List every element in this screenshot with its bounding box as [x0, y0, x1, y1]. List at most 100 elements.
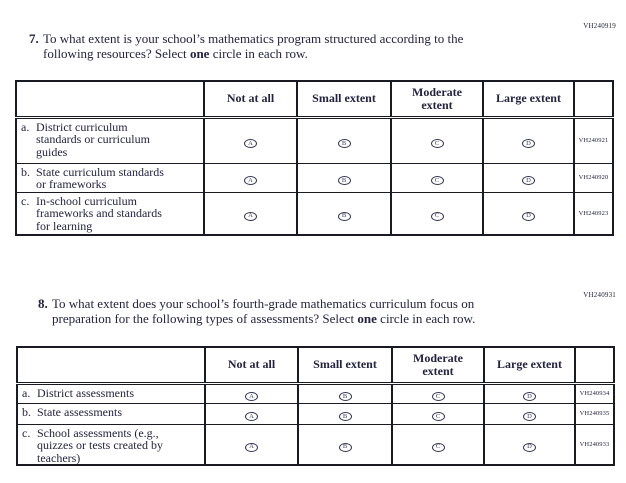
- q7-row-c-cell-not-at-all: A: [203, 191, 298, 236]
- question-8-line1: To what extent does your school’s fourth…: [52, 296, 475, 311]
- answer-oval-b[interactable]: B: [337, 176, 351, 186]
- question-8-line2-pre: preparation for the following types of a…: [52, 311, 358, 326]
- q7-row-b-cell-not-at-all: A: [203, 162, 298, 193]
- q7-row-c: c. In-school curriculum frameworks and st…: [15, 191, 614, 236]
- q7-row-c-label-cell: c. In-school curriculum frameworks and st…: [15, 191, 205, 236]
- q8-row-c-cell-not-at-all: A: [204, 423, 299, 466]
- q8-row-a-tracking-code: VH240934: [574, 382, 615, 404]
- answer-oval-a[interactable]: A: [244, 139, 257, 149]
- answer-oval-b[interactable]: B: [338, 392, 352, 402]
- q8-row-b-label: State assessments: [37, 404, 122, 419]
- q8-row-c-label: School assessments (e.g., quizzes or tes…: [37, 425, 163, 465]
- answer-oval-a[interactable]: A: [244, 212, 257, 221]
- q7-header-not-at-all-label: Not at all: [226, 91, 275, 106]
- answer-oval-b[interactable]: B: [337, 212, 351, 221]
- question-7-number: 7.: [29, 31, 39, 46]
- q7-row-b-cell-large-extent: D: [482, 162, 575, 193]
- answer-oval-d[interactable]: D: [522, 212, 535, 221]
- q7-row-b-letter: b.: [21, 164, 30, 179]
- answer-oval-b[interactable]: B: [338, 412, 352, 422]
- q8-header-row: Not at all Small extent Moderate extent …: [16, 346, 615, 385]
- q7-row-a-cell-large-extent: D: [482, 116, 575, 164]
- answer-oval-b[interactable]: B: [338, 443, 352, 452]
- q8-row-c-cell-large-extent: D: [483, 423, 576, 466]
- question-7-line2-post: circle in each row.: [209, 46, 308, 61]
- answer-oval-a[interactable]: A: [244, 176, 257, 186]
- q7-header-small-extent-label: Small extent: [312, 91, 376, 106]
- answer-oval-d[interactable]: D: [522, 176, 535, 186]
- q7-row-b-cell-small-extent: B: [296, 162, 392, 193]
- answer-oval-b[interactable]: B: [337, 139, 351, 149]
- answer-oval-d[interactable]: D: [523, 392, 536, 402]
- q8-header-empty: [16, 346, 206, 385]
- q7-row-c-cell-moderate-extent: C: [390, 191, 484, 236]
- q7-row-a-cell-not-at-all: A: [203, 116, 298, 164]
- question-7-line2-bold: one: [189, 46, 210, 61]
- q8-header-not-at-all-label: Not at all: [227, 357, 276, 372]
- q8-row-b-letter: b.: [22, 404, 31, 419]
- q7-header-code-empty: [573, 80, 614, 119]
- question-7: 7. To what extent is your school’s mathe…: [29, 31, 569, 61]
- q7-header-moderate-extent: Moderate extent: [390, 80, 484, 119]
- q7-row-b-tracking-code: VH240920: [573, 162, 614, 193]
- question-8-line2: preparation for the following types of a…: [52, 311, 583, 326]
- q8-row-c-cell-small-extent: B: [297, 423, 393, 466]
- answer-oval-c[interactable]: C: [430, 139, 444, 149]
- q7-header-large-extent: Large extent: [482, 80, 575, 119]
- q8-row-b-cell-small-extent: B: [297, 402, 393, 425]
- question-7-line1: To what extent is your school’s mathemat…: [43, 31, 464, 46]
- answer-oval-a[interactable]: A: [245, 392, 258, 402]
- q7-row-a-cell-moderate-extent: C: [390, 116, 484, 164]
- q8-header-code-empty: [574, 346, 615, 385]
- answer-oval-a[interactable]: A: [245, 443, 258, 452]
- answer-oval-d[interactable]: D: [522, 139, 535, 149]
- answer-oval-c[interactable]: C: [431, 443, 445, 452]
- q8-row-c: c. School assessments (e.g., quizzes or t…: [16, 423, 615, 466]
- q8-row-a: a. District assessments A B C D VH240934: [16, 382, 615, 404]
- q7-row-a-letter: a.: [21, 119, 30, 134]
- question-7-text: To what extent is your school’s mathemat…: [43, 31, 569, 61]
- q8-row-b-label-cell: b. State assessments: [16, 402, 206, 425]
- answer-oval-c[interactable]: C: [430, 212, 444, 221]
- q8-row-b-cell-not-at-all: A: [204, 402, 299, 425]
- answer-oval-c[interactable]: C: [431, 392, 445, 402]
- question-8-table: Not at all Small extent Moderate extent …: [16, 346, 615, 466]
- answer-oval-d[interactable]: D: [523, 443, 536, 452]
- answer-oval-a[interactable]: A: [245, 412, 258, 422]
- q7-row-c-label: In-school curriculum frameworks and stan…: [36, 193, 162, 233]
- q8-header-large-extent: Large extent: [483, 346, 576, 385]
- answer-oval-c[interactable]: C: [430, 176, 444, 186]
- question-7-table: Not at all Small extent Moderate extent …: [15, 80, 614, 236]
- q7-row-b: b. State curriculum standards or framewor…: [15, 162, 614, 193]
- q8-row-a-label: District assessments: [37, 385, 134, 400]
- question-7-tracking-code: VH240919: [583, 22, 616, 30]
- q8-row-b: b. State assessments A B C D VH240935: [16, 402, 615, 425]
- question-7-line2: following resources? Select one circle i…: [43, 46, 569, 61]
- q7-row-b-cell-moderate-extent: C: [390, 162, 484, 193]
- q8-row-a-cell-moderate-extent: C: [391, 382, 485, 404]
- q8-row-a-cell-large-extent: D: [483, 382, 576, 404]
- q7-header-row: Not at all Small extent Moderate extent …: [15, 80, 614, 119]
- q8-row-a-letter: a.: [22, 385, 31, 400]
- answer-oval-c[interactable]: C: [431, 412, 445, 422]
- q8-row-c-letter: c.: [22, 425, 31, 440]
- q7-row-c-cell-small-extent: B: [296, 191, 392, 236]
- question-8-text: To what extent does your school’s fourth…: [52, 296, 583, 326]
- answer-oval-d[interactable]: D: [523, 412, 536, 422]
- question-8-line2-bold: one: [357, 311, 377, 326]
- q8-row-c-label-cell: c. School assessments (e.g., quizzes or t…: [16, 423, 206, 466]
- question-8-tracking-code: VH240931: [583, 291, 616, 299]
- q7-header-not-at-all: Not at all: [203, 80, 298, 119]
- q7-row-c-letter: c.: [21, 193, 30, 208]
- q7-row-a-cell-small-extent: B: [296, 116, 392, 164]
- q7-header-large-extent-label: Large extent: [496, 91, 561, 106]
- q7-header-empty: [15, 80, 205, 119]
- q8-row-a-cell-not-at-all: A: [204, 382, 299, 404]
- q8-row-c-cell-moderate-extent: C: [391, 423, 485, 466]
- q8-header-small-extent: Small extent: [297, 346, 393, 385]
- q8-row-a-cell-small-extent: B: [297, 382, 393, 404]
- q7-row-c-tracking-code: VH240923: [573, 191, 614, 236]
- q8-header-moderate-extent-label: Moderate extent: [413, 350, 463, 378]
- q7-header-small-extent: Small extent: [296, 80, 392, 119]
